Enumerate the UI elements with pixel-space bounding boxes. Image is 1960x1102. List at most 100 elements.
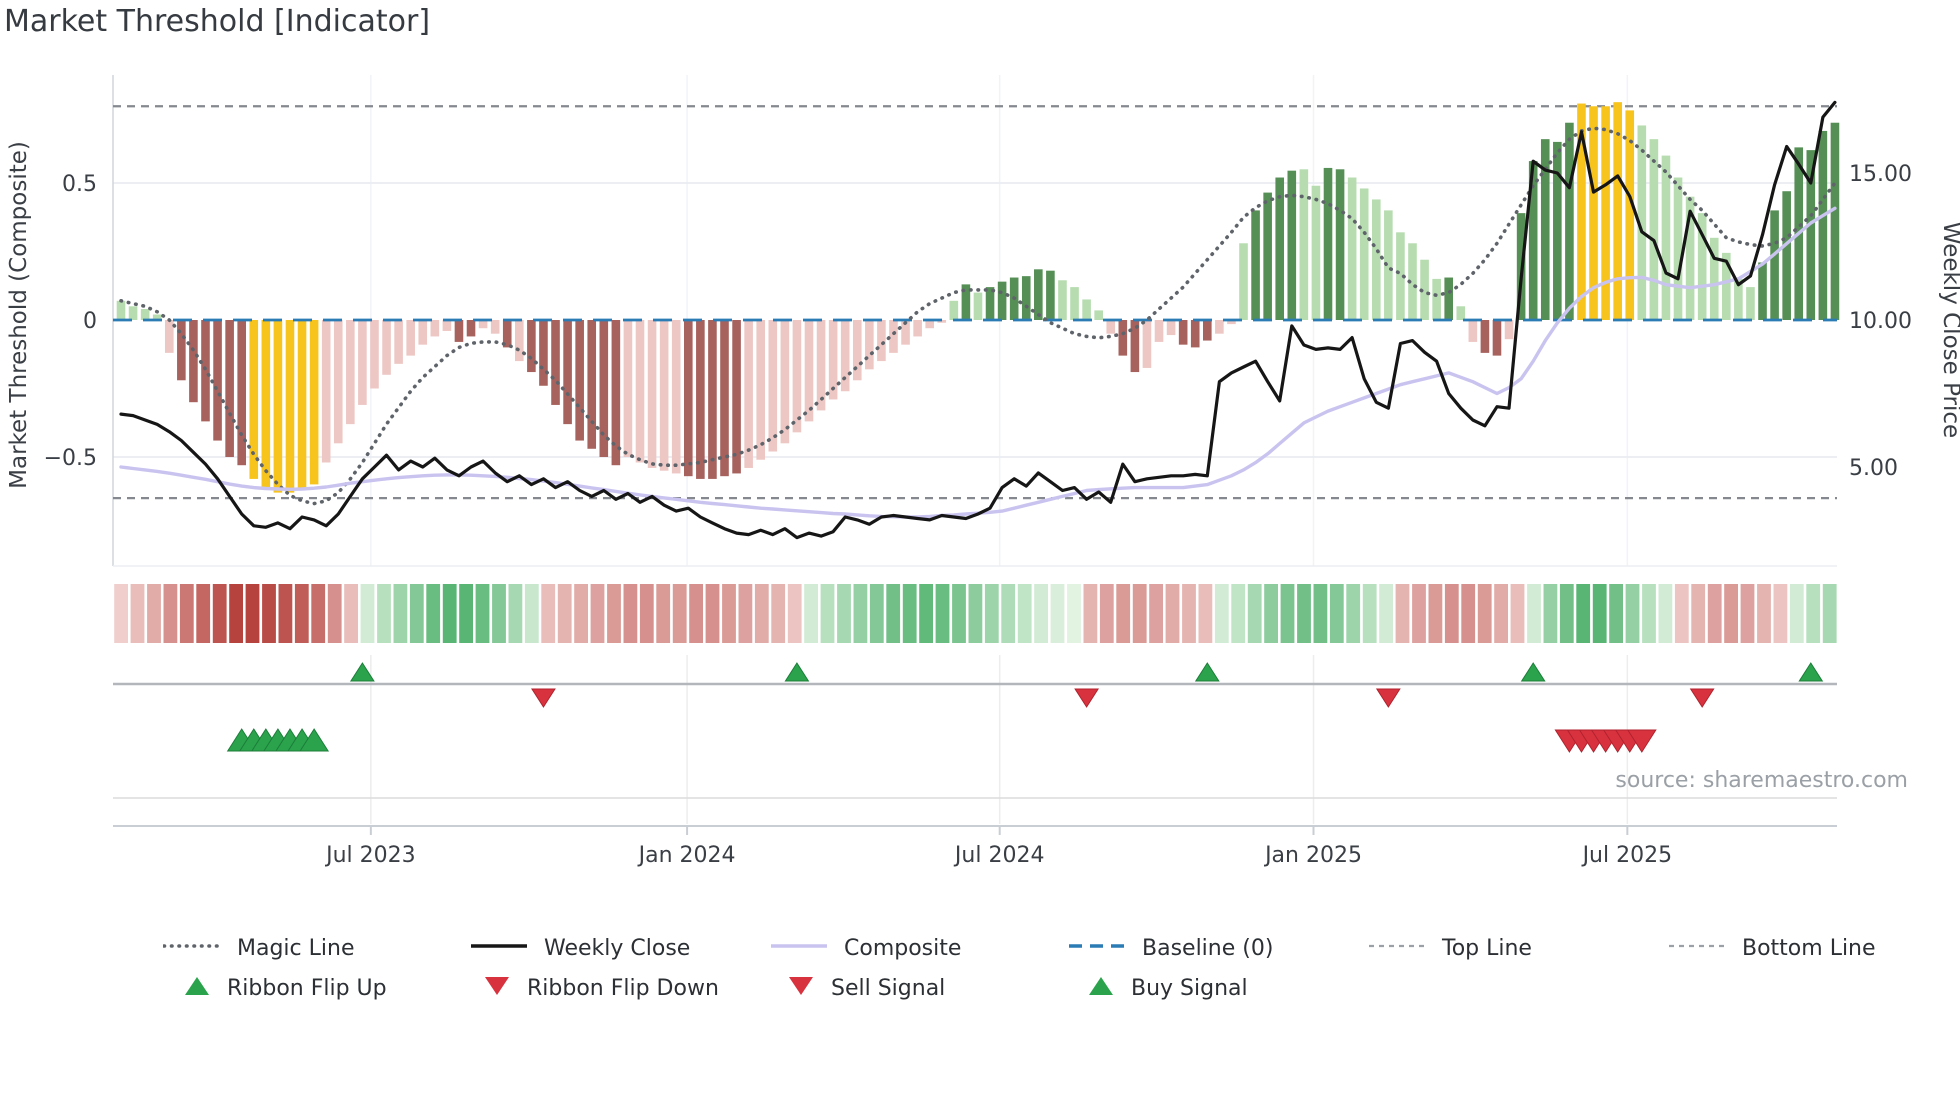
composite-bar <box>1094 310 1103 320</box>
composite-solid-icon <box>770 933 828 963</box>
composite-bar <box>1697 213 1707 320</box>
legend-item-ribbon-flip-up: Ribbon Flip Up <box>183 970 387 1006</box>
composite-bar <box>551 320 560 405</box>
ribbon-cell <box>1379 584 1393 643</box>
x-axis-tick-label: Jul 2025 <box>1581 843 1673 868</box>
ribbon-cell <box>196 584 211 643</box>
composite-bar <box>804 320 814 422</box>
source-credit: source: sharemaestro.com <box>1615 768 1908 793</box>
composite-bar <box>1239 243 1248 320</box>
composite-bar <box>1589 106 1598 320</box>
legend-item-buy-signal: Buy Signal <box>1087 970 1248 1006</box>
composite-bar <box>1722 252 1731 320</box>
ribbon-cell <box>1297 584 1311 643</box>
ribbon-cell <box>1740 584 1755 643</box>
ribbon-flip-up-icon <box>784 662 810 682</box>
ribbon-cell <box>130 584 145 643</box>
legend-label: Ribbon Flip Up <box>227 975 387 1001</box>
right-axis-tick: 5.00 <box>1849 456 1898 481</box>
composite-bar <box>1178 320 1188 345</box>
sell-signal-down-triangle-icon <box>787 974 815 1002</box>
ribbon-cell <box>1214 584 1229 643</box>
composite-bar <box>913 320 922 337</box>
x-axis-tick-label: Jul 2023 <box>324 843 416 868</box>
composite-bar <box>539 320 548 386</box>
composite-bar <box>1782 191 1791 320</box>
ribbon-cell <box>869 584 884 643</box>
ribbon-cell <box>853 584 868 643</box>
ribbon-cell <box>837 584 851 643</box>
composite-bar <box>925 320 934 329</box>
ribbon-cell <box>1165 584 1180 643</box>
ribbon-cell <box>1329 584 1344 643</box>
ribbon-cell <box>1149 584 1163 643</box>
ribbon-cell <box>278 584 293 643</box>
composite-bar <box>1335 169 1345 320</box>
ribbon-cell <box>574 584 588 643</box>
left-axis-title: Market Threshold (Composite) <box>6 141 32 489</box>
legend-label: Top Line <box>1442 935 1532 961</box>
ribbon-cell <box>1461 584 1476 643</box>
ribbon-cell <box>1362 584 1377 643</box>
buy-signal-up-triangle-icon <box>1087 974 1115 1002</box>
composite-bar <box>1480 320 1490 353</box>
composite-bar <box>346 320 355 425</box>
ribbon-cell <box>409 584 424 643</box>
composite-bar <box>671 320 681 474</box>
composite-bar <box>358 320 367 405</box>
ribbon-flip-down-down-triangle-icon <box>483 974 511 1002</box>
ribbon-cell <box>804 584 818 643</box>
composite-bar <box>1118 320 1128 356</box>
composite-bar <box>949 300 959 320</box>
composite-bar <box>1818 130 1828 320</box>
ribbon-cell <box>738 584 753 643</box>
composite-bar <box>1553 141 1562 320</box>
composite-bar <box>1203 320 1212 341</box>
ribbon-cell <box>1691 584 1706 643</box>
composite-bar <box>1528 161 1538 320</box>
composite-bar <box>587 320 597 449</box>
composite-bar <box>1311 185 1321 320</box>
ribbon-cell <box>557 584 572 643</box>
legend-label: Ribbon Flip Down <box>527 975 719 1001</box>
composite-bar <box>563 320 572 425</box>
ribbon-cell <box>722 584 736 643</box>
ribbon-cell <box>1116 584 1131 643</box>
ribbon-cell <box>656 584 671 643</box>
ribbon-flip-down-icon <box>1074 688 1100 708</box>
ribbon-cell <box>1576 584 1591 643</box>
ribbon-cell <box>1527 584 1541 643</box>
composite-bar <box>720 320 729 477</box>
ribbon-cell <box>1592 584 1607 643</box>
composite-bar <box>1190 320 1200 348</box>
composite-bar <box>1275 177 1285 320</box>
composite-bar <box>394 320 403 364</box>
ribbon-cell <box>1543 584 1558 643</box>
ribbon-cell <box>114 584 128 643</box>
ribbon-cell <box>541 584 556 643</box>
composite-bar <box>611 320 621 466</box>
ribbon-flip-up-icon <box>1194 662 1220 682</box>
left-axis-tick: 0.5 <box>62 172 97 197</box>
ribbon-cell <box>1674 584 1689 643</box>
signal-panel <box>113 655 1837 824</box>
ribbon-cell <box>1412 584 1426 643</box>
ribbon-cell <box>1099 584 1114 643</box>
ribbon-cell <box>639 584 654 643</box>
ribbon-cell <box>377 584 391 643</box>
ribbon-cell <box>1822 584 1837 643</box>
ribbon-cell <box>1182 584 1196 643</box>
composite-bar <box>1130 320 1140 373</box>
ribbon-cell <box>1231 584 1246 643</box>
ribbon-cell <box>1444 584 1459 643</box>
ribbon-cell <box>1034 584 1048 643</box>
legend-label: Baseline (0) <box>1142 935 1274 961</box>
composite-bar <box>647 320 657 468</box>
ribbon-cell <box>1264 584 1278 643</box>
composite-bar <box>1625 110 1635 320</box>
ribbon-cell <box>1017 584 1032 643</box>
page-title: Market Threshold [Indicator] <box>4 4 431 39</box>
ribbon-cell <box>1050 584 1065 643</box>
composite-bar <box>852 320 862 381</box>
